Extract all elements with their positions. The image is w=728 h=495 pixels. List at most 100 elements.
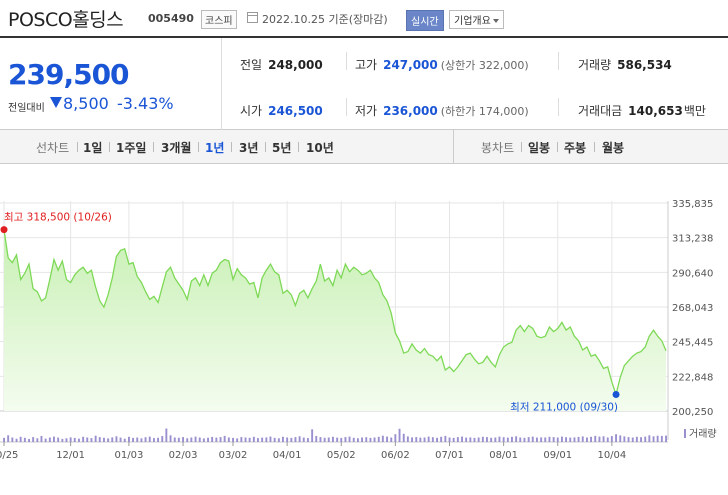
volume-bar [86,437,89,442]
volume-bar [352,437,355,442]
volume-bar [556,437,559,442]
volume-bar [361,437,363,442]
tab-3y[interactable]: 3년 [239,141,259,155]
volume-bar [3,437,5,442]
extreme-markers: 최고 318,500 (10/26) 최저 211,000 (09/30) [0,212,620,414]
volume-bar [402,433,405,443]
volume-bar [144,437,147,442]
x-tick-label: 04/01 [273,450,302,461]
tab-5y[interactable]: 5년 [272,141,292,155]
volume-bar [365,437,368,442]
high-marker [0,226,8,234]
volume-bar [440,436,443,443]
volume-bar [19,436,22,443]
volume-bar [386,436,388,442]
volume-bar [515,436,518,442]
tab-weekly[interactable]: 주봉 [564,141,587,155]
change-label: 전일대비 [8,103,45,114]
stat-volume: 거래량 586,534 [578,56,672,73]
volume-bar [61,438,64,442]
price-summary: 239,500 전일대비 8,500 -3.43% 전일 248,000 고가 24… [0,36,728,130]
volume-bar [198,437,201,442]
volume-bar [406,436,409,442]
volume-bar [257,438,259,442]
volume-bar [644,436,647,442]
volume-bar [290,437,293,442]
volume-bar [132,437,134,442]
volume-bar [448,437,451,442]
tab-3m[interactable]: 3개월 [161,141,192,155]
volume-bar [336,437,339,442]
line-chart-label: 선차트 [36,141,70,155]
stock-name[interactable]: POSCO홀딩스 [8,9,124,31]
volume-bar [623,436,626,442]
volume-bar [544,437,547,442]
volume-bar [381,435,384,442]
volume-bar [119,437,122,442]
volume-bar [136,437,139,442]
stock-header: POSCO홀딩스 005490 코스피 2022.10.25 기준(장마감) 실… [0,0,728,36]
volume-bar [332,436,334,443]
volume-bar [53,436,55,442]
calendar-icon [247,12,258,23]
company-overview-button[interactable]: 기업개요 [449,10,504,29]
volume-bar [252,436,255,443]
change-percent: -3.43% [117,94,174,113]
company-overview-label: 기업개요 [454,16,491,27]
volume-bar [648,435,651,443]
volume-bar [606,437,609,442]
volume-bar [277,438,280,443]
volume-bar [15,438,18,442]
price-area [4,229,666,411]
volume-bar [261,437,264,442]
volume-bar [635,436,638,443]
volume-bar [44,438,47,443]
x-tick-label: 08/01 [489,450,518,461]
x-tick-label: 07/01 [435,450,464,461]
price-line [3,229,667,397]
tab-1w[interactable]: 1주일 [116,141,147,155]
volume-bar [602,436,605,442]
stat-high: 고가 247,000 (상한가 322,000) [355,56,529,73]
volume-bar [610,436,613,442]
stat-volume-value: 586,534 [617,58,672,72]
volume-bar [57,437,60,442]
volume-bar [490,437,493,442]
volume-bar [631,437,634,442]
y-tick-label: 313,238 [672,234,713,245]
volume-bar [494,437,497,442]
divider [558,52,559,70]
tab-1y[interactable]: 1년 [205,141,225,155]
volume-bar [265,437,268,443]
tab-10y[interactable]: 10년 [306,141,334,155]
stat-low: 저가 236,000 (하한가 174,000) [355,102,529,119]
y-tick-label: 290,640 [672,268,713,279]
volume-bar [652,436,655,442]
volume-bar [153,438,155,442]
volume-bar [627,437,630,443]
volume-bar [502,437,505,442]
volume-bar [665,435,667,443]
volume-bar [461,436,463,442]
tab-daily[interactable]: 일봉 [528,141,551,155]
volume-bar [444,435,447,442]
stat-volume-label: 거래량 [578,58,612,72]
volume-bar [456,437,459,443]
volume-bar [348,436,351,442]
current-price: 239,500 [8,58,130,91]
volume-bar [286,437,289,442]
tab-1d[interactable]: 1일 [83,141,103,155]
x-tick-label: 10/25 [0,450,18,461]
x-tick-label: 06/02 [381,450,410,461]
volume-bar [369,437,372,442]
volume-bar [357,438,359,443]
price-chart[interactable]: 335,835 313,238 290,640 268,043 245,445 222,8… [0,163,728,495]
volume-bar [173,437,176,442]
tab-monthly[interactable]: 월봉 [602,141,625,155]
stat-low-label: 저가 [355,104,378,118]
volume-bar [157,437,159,442]
volume-bar [182,437,184,443]
realtime-button[interactable]: 실시간 [406,10,444,31]
volume-bar [315,436,318,442]
volume-bar [469,437,472,443]
